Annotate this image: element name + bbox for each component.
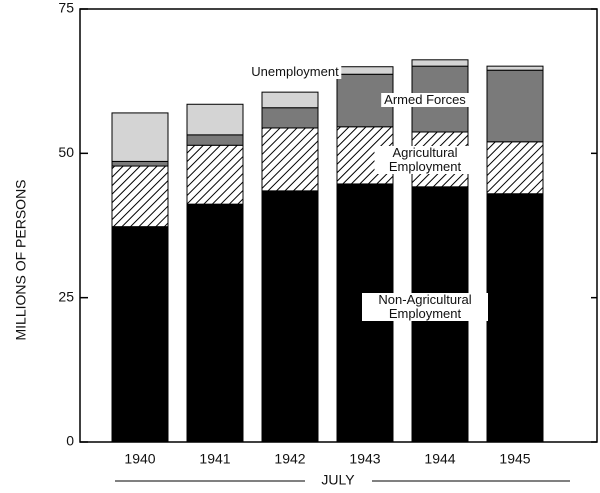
y-axis-label: MILLIONS OF PERSONS: [13, 179, 29, 340]
y-tick-label: 0: [66, 433, 74, 449]
series-label: Non-Agricultural Employment: [362, 293, 488, 321]
x-tick-label: 1941: [199, 451, 230, 467]
y-tick-label: 50: [58, 144, 74, 160]
x-tick-label: 1943: [349, 451, 380, 467]
bar-segment: [186, 144, 244, 205]
bar-segment: [186, 103, 244, 136]
bar-segment: [486, 141, 544, 195]
y-tick-label: 25: [58, 288, 74, 304]
bar-segment: [486, 65, 544, 71]
series-label: Unemployment: [248, 65, 342, 79]
x-tick-label: 1942: [274, 451, 305, 467]
bar-segment: [111, 160, 169, 167]
bar-segment: [261, 127, 319, 192]
series-label: Agricultural Employment: [374, 146, 476, 174]
bar-segment: [486, 193, 544, 443]
bar-segment: [111, 112, 169, 162]
x-axis-label: JULY: [321, 472, 355, 488]
bar-segment: [336, 66, 394, 75]
x-tick-label: 1940: [124, 451, 155, 467]
bar-segment: [261, 190, 319, 443]
bar-segment: [261, 107, 319, 129]
bar-segment: [186, 134, 244, 146]
bar-segment: [186, 203, 244, 443]
x-tick-label: 1944: [424, 451, 455, 467]
bar-segment: [261, 91, 319, 109]
x-tick-label: 1945: [499, 451, 530, 467]
bar-segment: [411, 59, 469, 67]
series-label: Armed Forces: [381, 93, 469, 107]
bar-segment: [111, 165, 169, 228]
bar-segment: [486, 69, 544, 143]
y-tick-label: 75: [58, 0, 74, 16]
bar-segment: [111, 226, 169, 443]
